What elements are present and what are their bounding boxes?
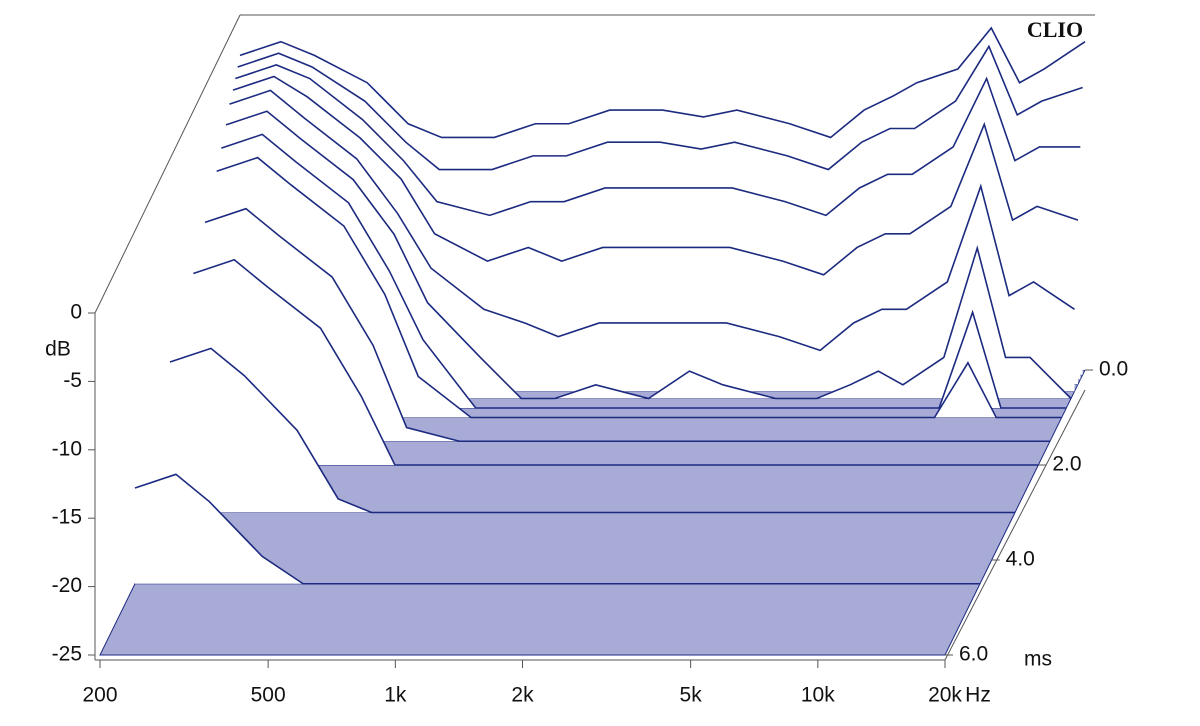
z-tick-label: 6.0 bbox=[959, 643, 988, 666]
y-tick-label: -20 bbox=[52, 574, 82, 597]
slice-line bbox=[232, 75, 1079, 276]
slice-line bbox=[216, 156, 1062, 419]
slice-fill bbox=[135, 474, 980, 584]
slice-line bbox=[134, 473, 980, 585]
x-tick-label: 2k bbox=[511, 684, 534, 707]
x-tick-label: 20k bbox=[928, 684, 962, 707]
x-unit: Hz bbox=[965, 684, 991, 707]
watermark: CLIO bbox=[1027, 17, 1083, 42]
x-tick-label: 5k bbox=[680, 684, 703, 707]
z-axis bbox=[944, 389, 1086, 661]
slice-line bbox=[237, 44, 1083, 171]
frame-edge bbox=[94, 14, 241, 314]
slice-line bbox=[221, 133, 1067, 409]
y-tick-label: -25 bbox=[52, 643, 82, 666]
x-tick-label: 500 bbox=[251, 684, 286, 707]
slice-line bbox=[229, 89, 1075, 352]
z-unit: ms bbox=[1024, 648, 1052, 671]
y-tick-label: 0 bbox=[70, 301, 82, 324]
y-tick-label: -10 bbox=[52, 437, 82, 460]
z-tick-label: 4.0 bbox=[1006, 548, 1035, 571]
x-tick-label: 200 bbox=[82, 684, 117, 707]
slice-fill bbox=[226, 111, 1071, 399]
slice-line bbox=[225, 110, 1072, 400]
y-tick-label: -5 bbox=[63, 369, 82, 392]
y-tick-label: -15 bbox=[52, 506, 82, 529]
z-tick-label: 2.0 bbox=[1052, 453, 1081, 476]
z-tick-label: 0.0 bbox=[1099, 358, 1128, 381]
slice-line bbox=[169, 347, 1015, 514]
x-tick-label: 10k bbox=[801, 684, 835, 707]
slice-line bbox=[193, 258, 1039, 466]
y-axis-label: dB bbox=[45, 338, 71, 361]
slice-line bbox=[235, 64, 1081, 217]
slice-fill bbox=[170, 348, 1015, 513]
plot bbox=[99, 26, 1086, 656]
x-tick-label: 1k bbox=[384, 684, 407, 707]
slice-line bbox=[204, 207, 1050, 443]
slice-line bbox=[239, 26, 1086, 139]
